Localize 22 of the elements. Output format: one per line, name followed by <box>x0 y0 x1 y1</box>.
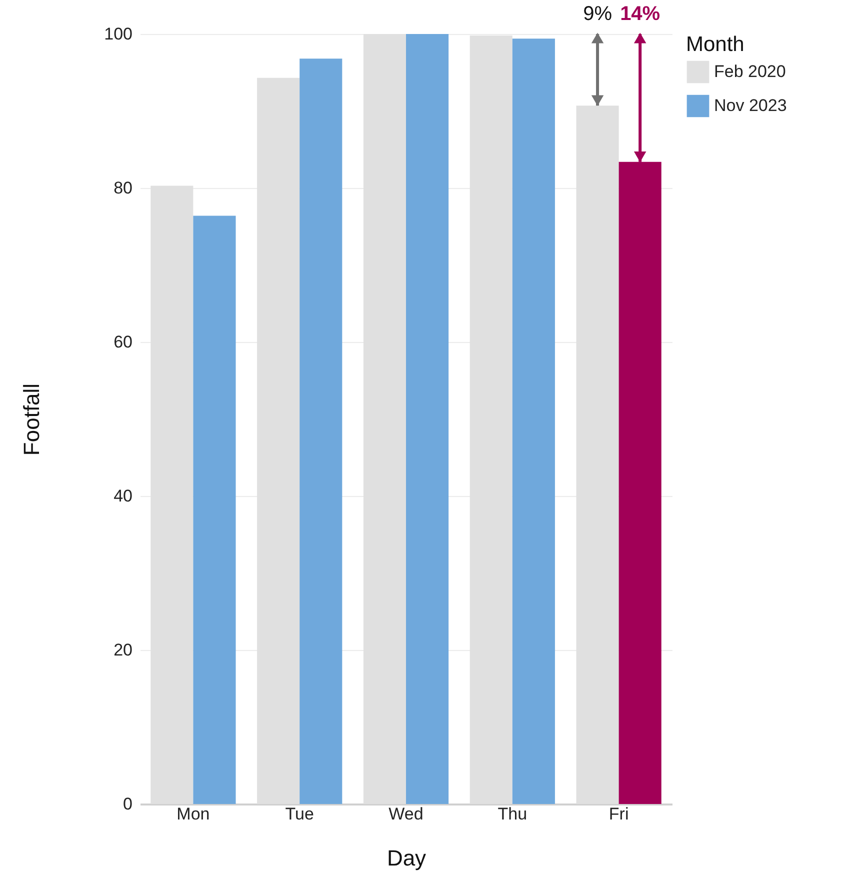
y-tick-label: 60 <box>114 332 132 352</box>
text: 9% <box>583 3 612 25</box>
text: 14% <box>620 3 660 25</box>
legend-label: Feb 2020 <box>714 62 786 81</box>
bar <box>300 58 342 804</box>
y-tick-label: 0 <box>123 794 132 814</box>
y-tick-label: 40 <box>114 486 132 506</box>
legend-label: Nov 2023 <box>714 96 787 115</box>
bar <box>406 34 449 804</box>
y-axis-title: Footfall <box>19 383 44 456</box>
x-tick-label: Thu <box>498 804 528 824</box>
x-tick-label: Fri <box>608 804 629 824</box>
x-axis-title: Day <box>386 846 426 870</box>
x-tick-label: Wed <box>388 804 424 824</box>
y-tick-label: 20 <box>114 640 132 660</box>
bar <box>512 38 555 804</box>
x-tick-label: Tue <box>285 804 314 824</box>
y-tick-label: 80 <box>114 178 132 198</box>
legend-title: Month <box>686 33 744 56</box>
x-tick-label: Mon <box>176 804 210 824</box>
y-tick-label: 100 <box>104 24 132 44</box>
bar <box>193 216 236 804</box>
